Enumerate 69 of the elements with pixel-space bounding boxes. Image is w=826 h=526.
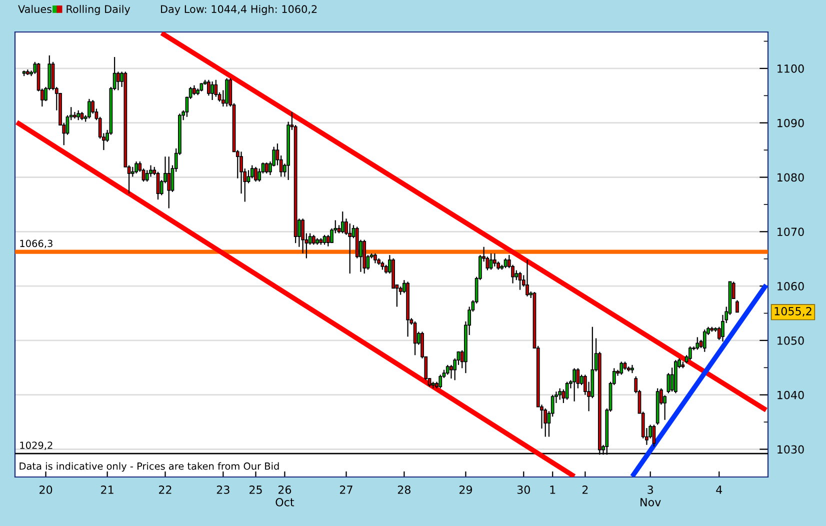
candlestick [518, 271, 522, 290]
y-tick-label: 1080 [778, 173, 804, 182]
candlestick [702, 329, 706, 352]
y-tick-label: 1060 [778, 282, 804, 290]
candlestick [565, 381, 569, 400]
candlestick [312, 234, 316, 246]
x-tick-label: 27 [340, 486, 352, 494]
x-tick-label: 2 [582, 486, 588, 494]
candlestick [254, 166, 258, 182]
candlestick [134, 160, 138, 174]
candlestick [156, 171, 160, 200]
candlestick [736, 300, 739, 313]
x-tick-label: 26 Oct [276, 486, 294, 506]
candlestick [572, 368, 576, 402]
x-tick-label: 22 [158, 486, 172, 494]
annotation: Data is indicative only - Prices are taken from Our Bid [20, 462, 279, 472]
candlestick [374, 252, 377, 264]
candlestick [492, 252, 496, 268]
x-tick-label: 25 [249, 486, 262, 494]
x-tick-label: 29 [459, 486, 472, 494]
candlestick [489, 252, 493, 270]
candlestick [446, 364, 450, 376]
candlestick [514, 270, 518, 281]
candlestick [526, 259, 529, 297]
text: 1055,2 [774, 306, 812, 317]
y-tick-label: 1090 [778, 118, 804, 128]
x-tick-label: 4 [716, 486, 722, 494]
candlestick [688, 346, 692, 361]
x-tick-label: 1 [550, 486, 556, 494]
y-tick-label: 1050 [778, 336, 804, 345]
candlestick [558, 388, 562, 400]
chart-title: Values [18, 4, 52, 14]
candlestick [630, 364, 634, 374]
legend-label: Rolling Daily [66, 4, 130, 16]
ref-line-label: 1029,2 [20, 442, 52, 450]
x-tick-label: 3 Nov [640, 486, 661, 506]
x-tick-label: 21 [101, 486, 114, 494]
candlestick [167, 156, 171, 209]
ref-line-label: 1066,3 [20, 240, 52, 248]
candlestick [206, 79, 210, 96]
candlestick [322, 234, 326, 246]
x-tick-label: 30 [517, 486, 530, 494]
candlestick [149, 164, 152, 178]
y-tick-label: 1040 [778, 390, 804, 400]
candlestick [264, 162, 268, 174]
candlestick [348, 222, 352, 274]
y-tick-label: 1070 [778, 228, 804, 236]
candlestick [88, 98, 91, 120]
x-tick-label: 23 [216, 486, 230, 494]
candlestick [250, 164, 254, 179]
x-tick-label: 20 [40, 486, 52, 494]
candlestick [438, 374, 442, 389]
y-tick-label: 1030 [778, 445, 804, 454]
candlestick [620, 361, 624, 376]
candlestick [214, 79, 218, 98]
candlestick [340, 210, 344, 234]
y-tick-label: 1100 [778, 64, 804, 73]
candlestick [76, 110, 80, 121]
candlestick [145, 170, 149, 182]
candlestick [544, 408, 548, 438]
candlestick [413, 320, 417, 356]
text: Day Low: 1044,4 High: 1060,2 [161, 4, 317, 16]
candlestick [696, 336, 700, 350]
candlestick [504, 258, 508, 269]
x-tick-label: 28 [398, 486, 410, 494]
candlestick [116, 71, 120, 91]
candlestick [225, 78, 228, 108]
candlestick [192, 84, 196, 96]
candlestick [210, 80, 214, 101]
